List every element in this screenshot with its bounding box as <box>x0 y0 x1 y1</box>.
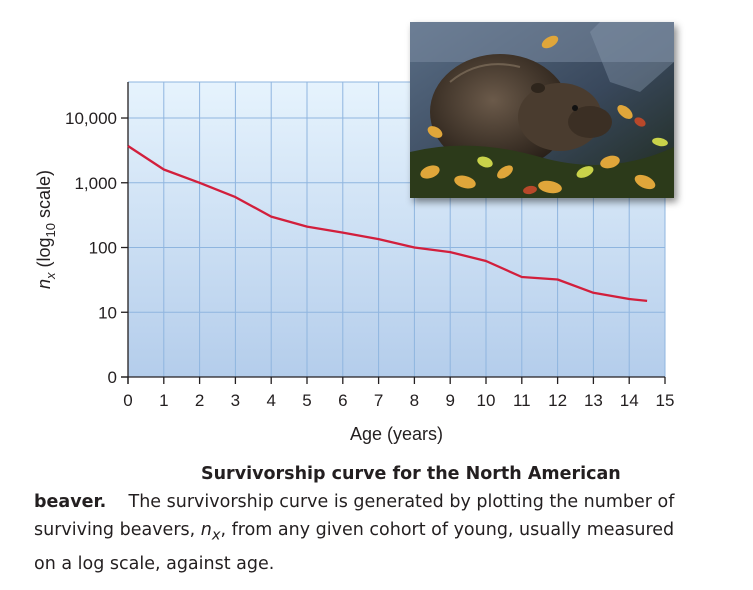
y-axis-title-pre: (log <box>34 237 54 272</box>
y-tick-label: 10 <box>98 303 117 322</box>
x-tick-label: 1 <box>159 391 168 410</box>
caption-title-line-2: beaver. <box>34 492 107 512</box>
y-axis-title-sub-x: x <box>43 272 58 280</box>
x-tick-label: 2 <box>195 391 204 410</box>
x-tick-label: 13 <box>584 391 603 410</box>
y-tick-label: 10,000 <box>65 109 117 128</box>
y-axis-title-sub-10: 10 <box>43 223 58 237</box>
x-tick-label: 0 <box>123 391 132 410</box>
x-tick-label: 9 <box>445 391 454 410</box>
x-tick-label: 6 <box>338 391 347 410</box>
caption-body-pre: The survivorship curve is generated by p… <box>34 492 675 540</box>
x-tick-label: 8 <box>410 391 419 410</box>
caption-title-line-1: Survivorship curve for the North America… <box>201 464 621 484</box>
survivorship-line <box>127 145 648 303</box>
caption-n: n <box>200 520 212 540</box>
caption-body-post: , from any given cohort of young, usuall… <box>34 520 675 574</box>
x-tick-label: 3 <box>231 391 240 410</box>
x-axis-title: Age (years) <box>350 424 443 444</box>
x-tick-label: 4 <box>266 391 275 410</box>
y-tick-label: 1,000 <box>74 174 117 193</box>
y-ticks: 0 10 100 1,000 10,000 <box>65 109 128 387</box>
x-tick-label: 14 <box>620 391 639 410</box>
x-tick-label: 12 <box>548 391 567 410</box>
x-tick-label: 11 <box>513 391 531 410</box>
figure-caption: Survivorship curve for the North America… <box>34 460 694 578</box>
axes <box>121 82 665 384</box>
y-axis-title-n: n <box>34 279 54 289</box>
x-tick-label: 5 <box>302 391 311 410</box>
y-tick-label: 100 <box>89 239 117 258</box>
x-tick-label: 10 <box>477 391 496 410</box>
y-axis-title: nx (log10 scale) <box>34 170 58 289</box>
beaver-photo <box>410 22 674 198</box>
x-tick-label: 15 <box>656 391 675 410</box>
y-axis-title-post: scale) <box>34 170 54 223</box>
caption-sub-x: x <box>211 526 221 544</box>
x-tick-label: 7 <box>374 391 383 410</box>
x-ticks: 0 1 2 3 4 5 6 7 8 9 10 11 12 13 14 15 <box>123 377 674 410</box>
beaver-photo-art <box>410 22 674 198</box>
y-tick-label: 0 <box>108 368 117 387</box>
